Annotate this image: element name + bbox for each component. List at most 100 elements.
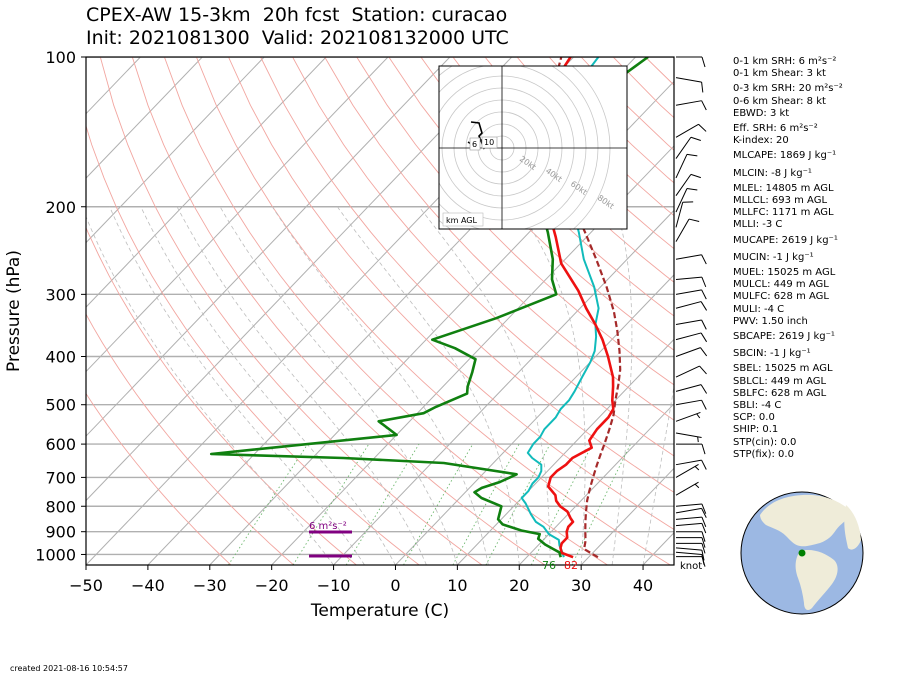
wind-barb bbox=[675, 77, 704, 93]
srh-bar-label: 6 m²s⁻² bbox=[309, 521, 347, 532]
wind-barb bbox=[675, 153, 698, 179]
wind-barb-flag bbox=[700, 332, 708, 343]
wind-barb-flag bbox=[701, 516, 707, 527]
stat-line: MULI: -4 C bbox=[733, 303, 785, 315]
wind-barb-shaft bbox=[675, 507, 702, 514]
y-tick-label: 500 bbox=[45, 396, 76, 415]
mixing-ratio-line bbox=[571, 443, 632, 565]
dry-adiabat bbox=[292, 57, 674, 457]
wind-barb bbox=[675, 365, 707, 378]
wind-barb bbox=[675, 332, 708, 343]
hodograph-inset: 6 10 20kt 40kt 60kt 80kt km AGL bbox=[438, 65, 628, 230]
wind-barb bbox=[675, 522, 707, 534]
wind-barb-flag bbox=[701, 82, 704, 93]
x-axis-label: Temperature (C) bbox=[310, 601, 449, 621]
wind-barb-flag bbox=[701, 319, 707, 330]
wind-barb-shaft bbox=[675, 551, 702, 556]
wind-barb bbox=[676, 537, 706, 548]
wind-barb-half-flag bbox=[694, 466, 700, 471]
created-timestamp: created 2021-08-16 10:54:57 bbox=[10, 664, 128, 673]
wind-barb-flag bbox=[686, 188, 698, 191]
dry-adiabat bbox=[356, 57, 674, 386]
stat-line: SBCIN: -1 J kg⁻¹ bbox=[733, 348, 811, 360]
y-tick-label: 900 bbox=[45, 523, 76, 542]
stat-line: STP(fix): 0.0 bbox=[733, 448, 794, 460]
stat-line: MLCIN: -8 J kg⁻¹ bbox=[733, 167, 812, 179]
hodo-height-10: 10 bbox=[484, 138, 494, 147]
wind-barb-flag bbox=[688, 218, 700, 222]
wind-barb bbox=[675, 289, 707, 300]
wind-barb-shaft bbox=[675, 202, 684, 228]
wind-barb-shaft bbox=[675, 384, 702, 392]
y-tick-label: 700 bbox=[45, 468, 76, 487]
stat-line: MLLFC: 1171 m AGL bbox=[733, 207, 834, 219]
stat-line: MUCAPE: 2619 J kg⁻¹ bbox=[733, 234, 838, 246]
x-tick-label: 10 bbox=[447, 576, 467, 595]
x-tick-label: −30 bbox=[193, 576, 227, 595]
wind-barb-flag bbox=[701, 550, 705, 561]
wind-barb-flag bbox=[701, 531, 706, 542]
isotherm-line bbox=[395, 274, 674, 565]
moist-adiabat bbox=[86, 215, 334, 565]
y-tick-label: 100 bbox=[45, 48, 76, 67]
dry-adiabat bbox=[86, 124, 420, 565]
hodo-height-6: 6 bbox=[472, 140, 477, 149]
wind-barb-shaft bbox=[675, 154, 688, 179]
x-tick-label: 20 bbox=[509, 576, 529, 595]
wind-barb-flag bbox=[686, 153, 698, 157]
dry-adiabat bbox=[131, 57, 545, 565]
x-tick-label: −10 bbox=[317, 576, 351, 595]
wind-barb bbox=[675, 123, 707, 138]
wind-barb bbox=[675, 503, 707, 514]
isotherm-line bbox=[518, 403, 674, 565]
surface-dewpoint-label: 76 bbox=[542, 559, 556, 572]
moist-adiabat bbox=[271, 206, 489, 565]
wind-barb bbox=[676, 531, 706, 542]
moist-adiabat bbox=[109, 206, 365, 565]
wind-barb-half-flag bbox=[696, 413, 701, 419]
moist-adiabat bbox=[140, 206, 396, 565]
wind-barb-flag bbox=[701, 543, 706, 554]
stat-line: 0-1 km SRH: 6 m²s⁻² bbox=[733, 56, 837, 67]
wind-barb-flag bbox=[700, 347, 708, 357]
dry-adiabat bbox=[86, 226, 357, 565]
isotherm-line bbox=[86, 57, 513, 502]
globe-greenland bbox=[844, 505, 861, 550]
wind-barb bbox=[675, 319, 707, 330]
wind-barb-flag bbox=[701, 399, 707, 410]
wind-barb-shaft bbox=[675, 522, 702, 527]
globe-south-america bbox=[795, 550, 838, 611]
moist-adiabat bbox=[219, 206, 458, 565]
wind-barb bbox=[675, 276, 707, 288]
stat-line: SBLI: -4 C bbox=[733, 400, 782, 412]
wind-barb-flag bbox=[700, 384, 708, 394]
temperature-profile-line bbox=[532, 57, 615, 559]
moist-adiabat bbox=[611, 206, 633, 565]
chart-title-line1: CPEX-AW 15-3km 20h fcst Station: curacao bbox=[86, 4, 508, 26]
x-tick-label: 40 bbox=[633, 576, 653, 595]
wind-barb-shaft bbox=[675, 332, 702, 341]
stat-line: SCP: 0.0 bbox=[733, 412, 775, 424]
wind-barb-shaft bbox=[675, 365, 700, 378]
surface-temperature-label: 82 bbox=[564, 559, 578, 572]
stat-line: Eff. SRH: 6 m²s⁻² bbox=[733, 123, 818, 135]
wind-barb-flag bbox=[701, 276, 707, 288]
wind-barb bbox=[675, 481, 700, 496]
station-marker bbox=[798, 549, 806, 557]
wind-barb-shaft bbox=[675, 77, 702, 83]
wind-barb-flag bbox=[699, 365, 707, 375]
stat-line: EBWD: 3 kt bbox=[733, 107, 790, 119]
wind-barb-flag bbox=[701, 523, 707, 534]
mixing-ratio-line bbox=[228, 443, 309, 565]
stat-line: 0-3 km SRH: 20 m²s⁻² bbox=[733, 83, 843, 95]
isotherm-line bbox=[457, 338, 674, 565]
wind-barb-flag bbox=[698, 123, 707, 132]
y-axis-label: Pressure (hPa) bbox=[4, 250, 24, 372]
wind-barb-shaft bbox=[675, 319, 702, 326]
dry-adiabat bbox=[163, 57, 608, 565]
isotherm-line bbox=[86, 57, 451, 437]
moist-adiabat bbox=[337, 206, 520, 565]
y-tick-label: 1000 bbox=[35, 545, 76, 564]
